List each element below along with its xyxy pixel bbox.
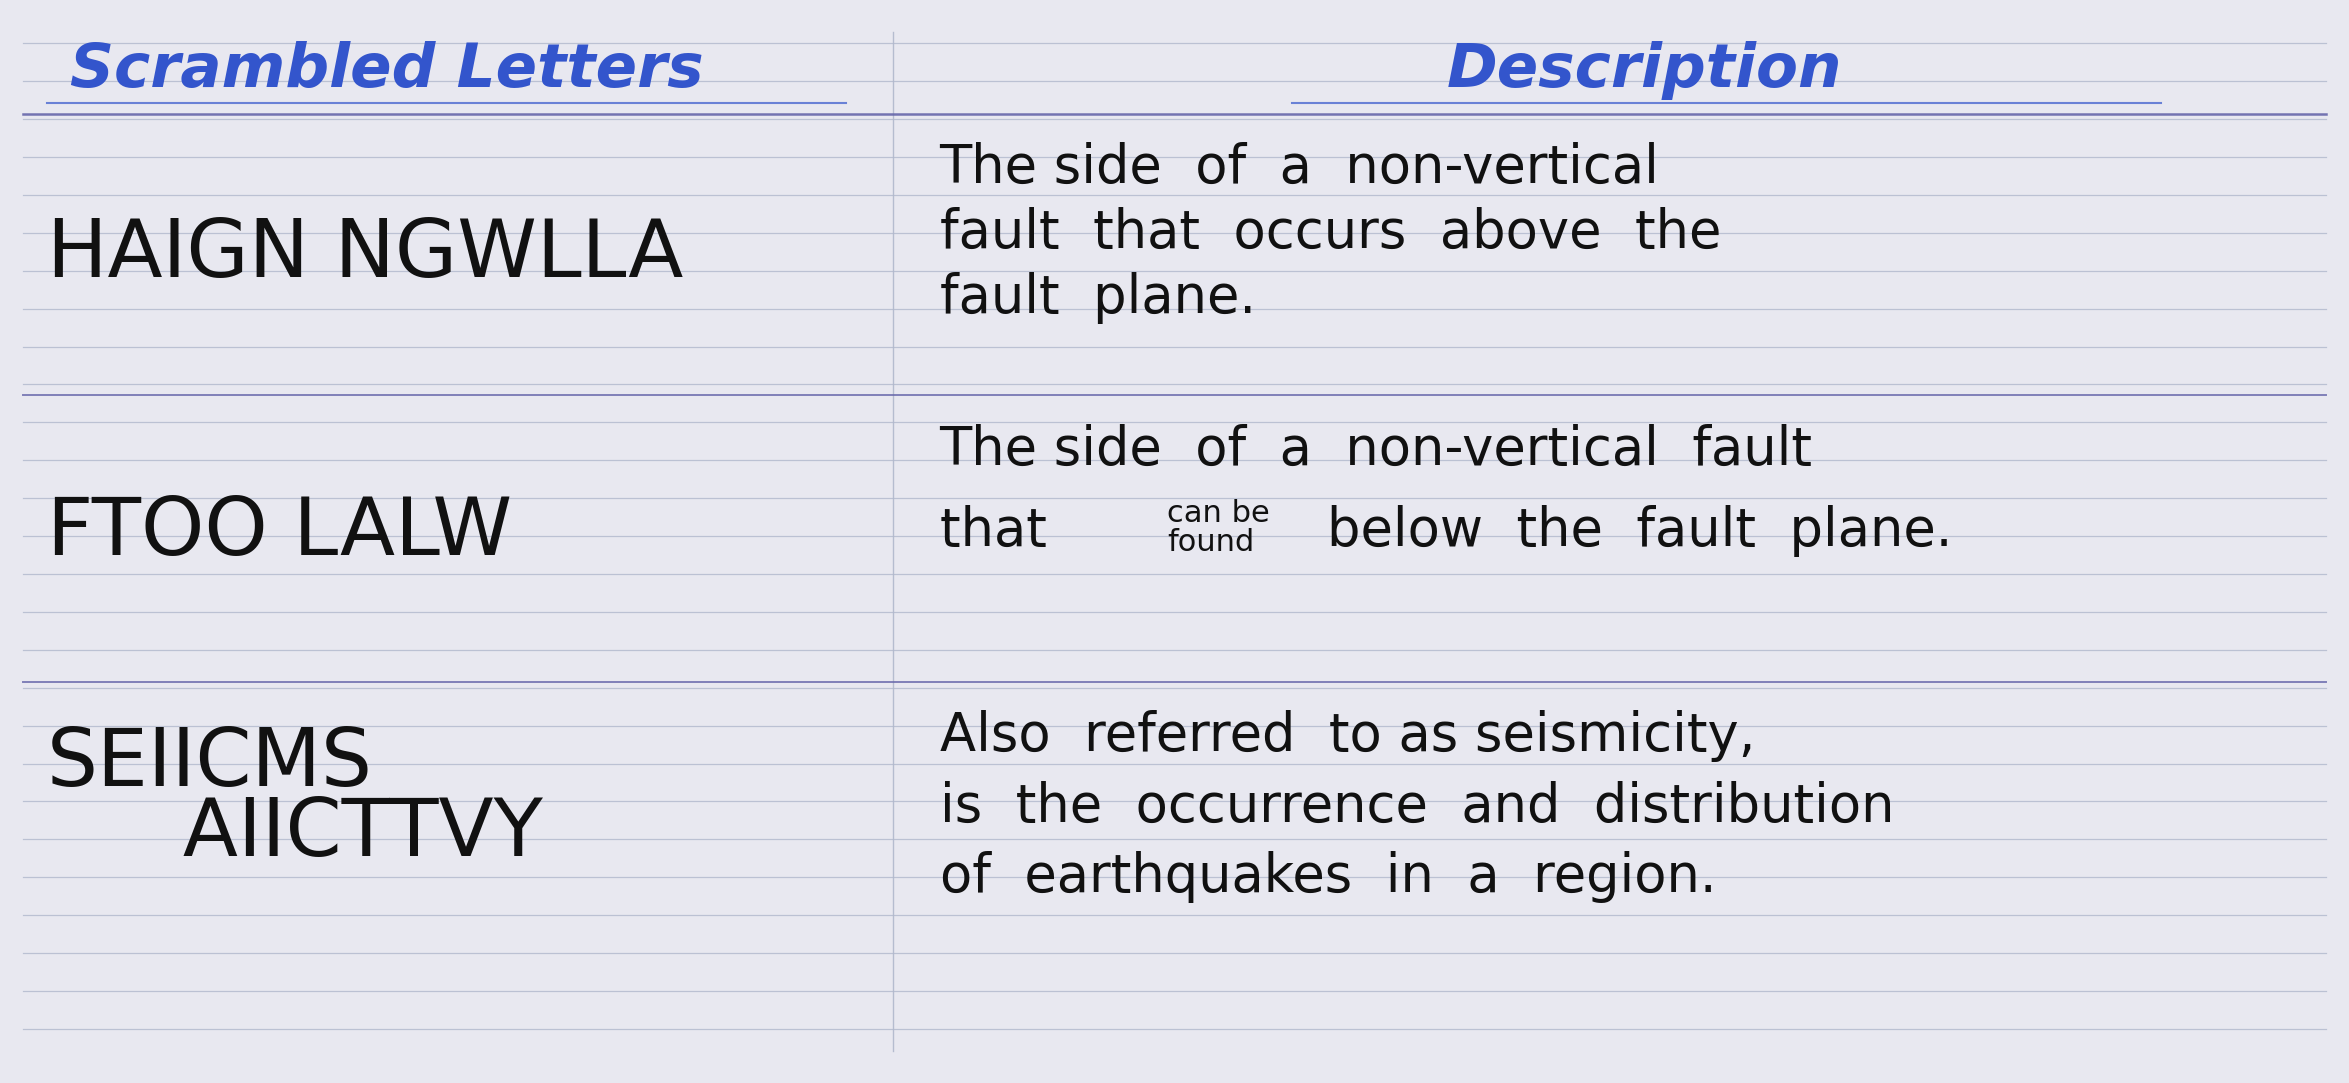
Text: Also  referred  to as seismicity,: Also referred to as seismicity, [940,710,1755,762]
Text: below  the  fault  plane.: below the fault plane. [1327,505,1952,557]
Text: of  earthquakes  in  a  region.: of earthquakes in a region. [940,851,1717,903]
Text: fault  plane.: fault plane. [940,272,1257,324]
Text: Scrambled Letters: Scrambled Letters [70,41,705,100]
Text: The side  of  a  non‐vertical  fault: The side of a non‐vertical fault [940,423,1813,475]
Text: can be: can be [1167,499,1271,527]
Text: The side  of  a  non‐vertical: The side of a non‐vertical [940,142,1658,194]
Text: Description: Description [1447,41,1842,100]
Text: SEIICMS: SEIICMS [47,725,373,803]
Text: FTOO LALW: FTOO LALW [47,494,512,573]
Text: is  the  occurrence  and  distribution: is the occurrence and distribution [940,781,1893,833]
Text: AIICTTVY: AIICTTVY [106,795,543,873]
Text: HAIGN NGWLLA: HAIGN NGWLLA [47,216,684,293]
Text: found: found [1167,529,1254,557]
Text: that: that [940,505,1064,557]
Text: fault  that  occurs  above  the: fault that occurs above the [940,207,1722,259]
